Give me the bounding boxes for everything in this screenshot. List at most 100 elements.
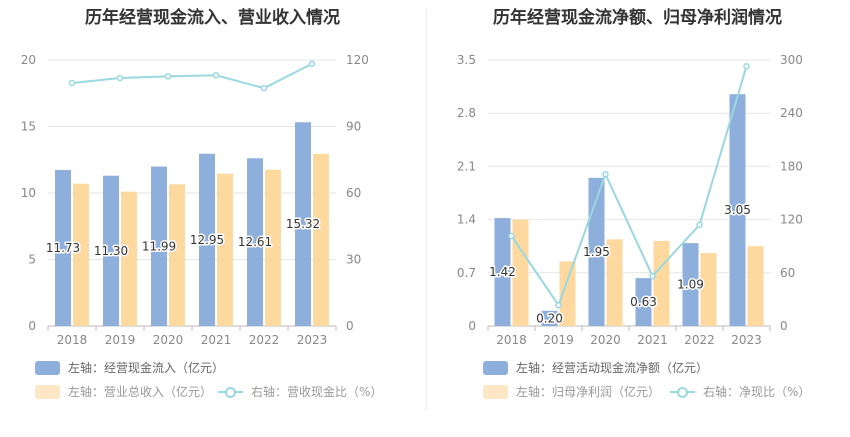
legend-item-cash-ratio[interactable]: 右轴：营收现金比（%） bbox=[218, 383, 382, 400]
bar-series-2 bbox=[606, 239, 623, 326]
bar-data-label: 11.73 bbox=[46, 241, 80, 255]
bar-series-2 bbox=[121, 191, 137, 326]
right-axis-tick-label: 120 bbox=[780, 213, 803, 227]
bar-series-2 bbox=[559, 261, 576, 326]
chart-title: 历年经营现金流入、营业收入情况 bbox=[85, 8, 340, 28]
line-point bbox=[260, 84, 268, 92]
legend-label: 右轴：净现比（%） bbox=[703, 385, 811, 399]
right-axis-tick-label: 240 bbox=[780, 106, 803, 120]
bar-series-2 bbox=[512, 219, 529, 326]
chart-title: 历年经营现金流净额、归母净利润情况 bbox=[493, 8, 782, 28]
left-axis-tick-label: 3.5 bbox=[457, 53, 476, 67]
line-series bbox=[71, 62, 313, 90]
bar-series-2 bbox=[265, 169, 281, 326]
legend-item-net-cash[interactable]: 左轴：经营活动现金流净额（亿元） bbox=[483, 359, 708, 376]
chart-panel-net-cash: 历年经营现金流净额、归母净利润情况 0 0 0.7 60 1.4 120 2.1 180 2.8… bbox=[425, 0, 850, 437]
bar-series-1 bbox=[103, 175, 119, 326]
right-axis-tick-label: 60 bbox=[780, 266, 795, 280]
x-axis-category-label: 2022 bbox=[249, 333, 280, 347]
left-axis-tick-label: 0 bbox=[468, 319, 476, 333]
line-point bbox=[696, 221, 703, 229]
legend-item-cash-inflow[interactable]: 左轴：经营现金流入（亿元） bbox=[35, 359, 224, 376]
bar-series-1 bbox=[295, 122, 311, 326]
legend-label: 左轴：经营活动现金流净额（亿元） bbox=[516, 361, 709, 375]
legend-item-net-cash-ratio[interactable]: 右轴：净现比（%） bbox=[670, 383, 810, 400]
left-axis-tick-label: 0.7 bbox=[457, 266, 476, 280]
x-axis-category-label: 2019 bbox=[105, 333, 136, 347]
legend-swatch-orange bbox=[35, 384, 60, 399]
bar-series-2 bbox=[747, 246, 764, 326]
bar-data-label: 12.61 bbox=[238, 235, 272, 249]
bar-series-2 bbox=[73, 183, 89, 326]
right-axis-tick-label: 120 bbox=[346, 53, 369, 67]
right-axis-tick-label: 0 bbox=[346, 319, 354, 333]
left-axis-tick-label: 0 bbox=[28, 319, 36, 333]
chart-panel-cash-inflow: 历年经营现金流入、营业收入情况 0 0 5 30 10 60 15 90 20 120 2018 20… bbox=[21, 8, 383, 400]
line-point bbox=[308, 60, 316, 68]
line-point bbox=[508, 232, 515, 240]
chart-plot-area: 0 0 0.7 60 1.4 120 2.1 180 2.8 240 3.5 300 2018 2019 2… bbox=[457, 53, 803, 347]
right-axis-tick-label: 60 bbox=[346, 186, 361, 200]
bar-series-2 bbox=[700, 253, 717, 326]
bar-series-1 bbox=[199, 153, 215, 326]
bar-series-2 bbox=[313, 153, 329, 326]
legend-item-net-profit[interactable]: 左轴：归母净利润（亿元） bbox=[483, 383, 660, 400]
right-axis-tick-label: 0 bbox=[780, 319, 788, 333]
x-axis-category-label: 2021 bbox=[201, 333, 232, 347]
right-axis-tick-label: 300 bbox=[780, 53, 803, 67]
bar-data-label: 11.99 bbox=[142, 239, 176, 253]
legend-line-icon bbox=[670, 385, 695, 399]
left-axis-tick-label: 1.4 bbox=[457, 213, 476, 227]
left-axis-tick-label: 2.8 bbox=[457, 106, 476, 120]
bar-data-label: 3.05 bbox=[724, 203, 751, 217]
x-axis-category-label: 2021 bbox=[637, 333, 668, 347]
left-axis-tick-label: 15 bbox=[21, 120, 36, 134]
legend-line-icon bbox=[218, 385, 243, 399]
bar-series-1 bbox=[541, 310, 558, 326]
x-axis-category-label: 2023 bbox=[297, 333, 328, 347]
bar-data-label: 11.30 bbox=[94, 244, 128, 258]
line-point bbox=[212, 72, 220, 79]
legend-label: 左轴：归母净利润（亿元） bbox=[516, 385, 661, 399]
left-axis-tick-label: 5 bbox=[28, 253, 36, 267]
x-axis-category-label: 2020 bbox=[153, 333, 184, 347]
legend-swatch-blue bbox=[35, 360, 60, 375]
bar-data-label: 0.20 bbox=[536, 311, 563, 325]
legend-item-revenue[interactable]: 左轴：营业总收入（亿元） bbox=[35, 383, 212, 400]
x-axis-category-label: 2019 bbox=[543, 333, 574, 347]
chart-plot-area: 0 0 5 30 10 60 15 90 20 120 2018 2019 2020 2021 2022 20… bbox=[21, 53, 369, 347]
legend-swatch-blue bbox=[483, 360, 508, 375]
bar-series-1 bbox=[151, 166, 167, 326]
right-axis-tick-label: 180 bbox=[780, 159, 803, 173]
line-point bbox=[116, 74, 124, 82]
line-point bbox=[602, 170, 609, 178]
panel-divider bbox=[426, 10, 427, 410]
line-point bbox=[743, 62, 750, 70]
x-axis-category-label: 2020 bbox=[590, 333, 621, 347]
bar-data-label: 15.32 bbox=[286, 217, 320, 231]
left-axis-tick-label: 10 bbox=[21, 186, 36, 200]
legend-label: 左轴：营业总收入（亿元） bbox=[68, 385, 213, 399]
x-axis-category-label: 2018 bbox=[57, 333, 88, 347]
left-axis-tick-label: 2.1 bbox=[457, 159, 476, 173]
line-point bbox=[68, 79, 76, 87]
bar-series-1 bbox=[588, 177, 605, 326]
bar-data-label: 1.95 bbox=[583, 245, 610, 259]
legend-label: 右轴：营收现金比（%） bbox=[251, 385, 383, 399]
bar-series-1 bbox=[55, 169, 71, 326]
right-axis-tick-label: 90 bbox=[346, 120, 361, 134]
left-axis-tick-label: 20 bbox=[21, 53, 36, 67]
bar-data-label: 1.42 bbox=[489, 265, 516, 279]
legend-label: 左轴：经营现金流入（亿元） bbox=[68, 361, 225, 375]
bar-series-1 bbox=[494, 218, 511, 326]
line-point bbox=[555, 301, 562, 309]
bar-series-2 bbox=[169, 184, 185, 326]
bar-data-label: 12.95 bbox=[190, 233, 224, 247]
x-axis-category-label: 2022 bbox=[684, 333, 715, 347]
bar-series-1 bbox=[682, 243, 699, 326]
x-axis-category-label: 2023 bbox=[731, 333, 762, 347]
legend-swatch-orange bbox=[483, 384, 508, 399]
bar-data-label: 0.63 bbox=[630, 295, 657, 309]
bar-series-2 bbox=[217, 173, 233, 326]
bar-series-2 bbox=[653, 240, 670, 326]
